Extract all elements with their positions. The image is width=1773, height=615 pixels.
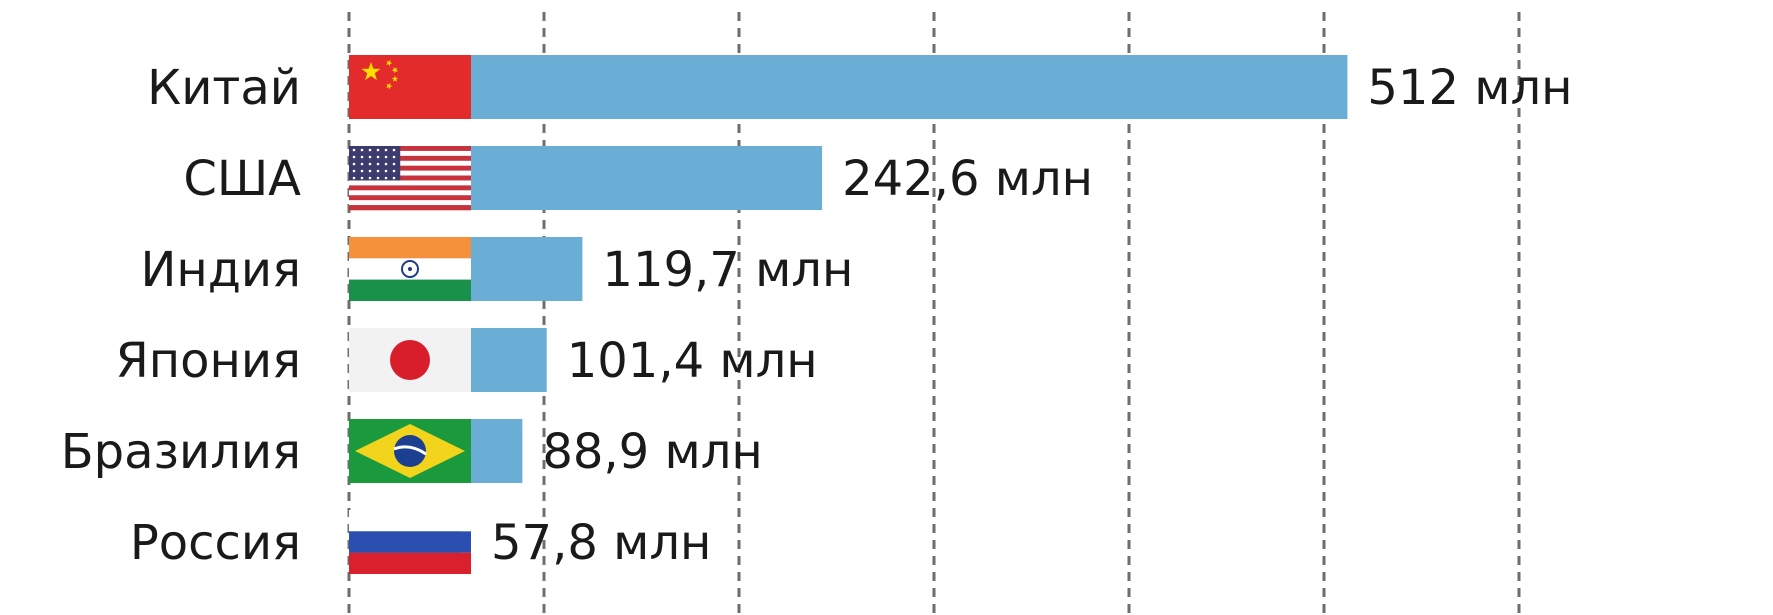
chart-row: Индия 119,7 млн: [140, 237, 853, 301]
category-label: Япония: [115, 333, 301, 389]
data-label: 88,9 млн: [542, 424, 762, 480]
chart-row: Россия 57,8 млн: [130, 510, 711, 574]
bar: [349, 55, 1348, 119]
data-label: 119,7 млн: [602, 242, 853, 298]
data-label: 57,8 млн: [491, 515, 711, 571]
category-label: США: [183, 151, 301, 207]
brazil-flag-icon: [349, 419, 471, 483]
india-flag-icon: [349, 237, 471, 301]
russia-flag-icon: [349, 510, 471, 574]
usa-flag-icon: [349, 146, 471, 211]
japan-flag-icon: [349, 328, 471, 392]
chart-row: Япония 101,4 млн: [115, 328, 818, 392]
chart-rows: Китай 512 млн США 242,6 млн Индия 119,7 млн Яп…: [61, 55, 1573, 574]
category-label: Россия: [130, 515, 301, 571]
data-label: 512 млн: [1367, 60, 1572, 116]
category-label: Индия: [140, 242, 301, 298]
china-flag-icon: [349, 55, 471, 119]
category-label: Китай: [147, 60, 301, 116]
chart-row: Китай 512 млн: [147, 55, 1573, 119]
data-label: 101,4 млн: [567, 333, 818, 389]
data-label: 242,6 млн: [842, 151, 1093, 207]
category-label: Бразилия: [61, 424, 301, 480]
chart-row: США 242,6 млн: [183, 146, 1093, 211]
chart-row: Бразилия 88,9 млн: [61, 419, 763, 483]
